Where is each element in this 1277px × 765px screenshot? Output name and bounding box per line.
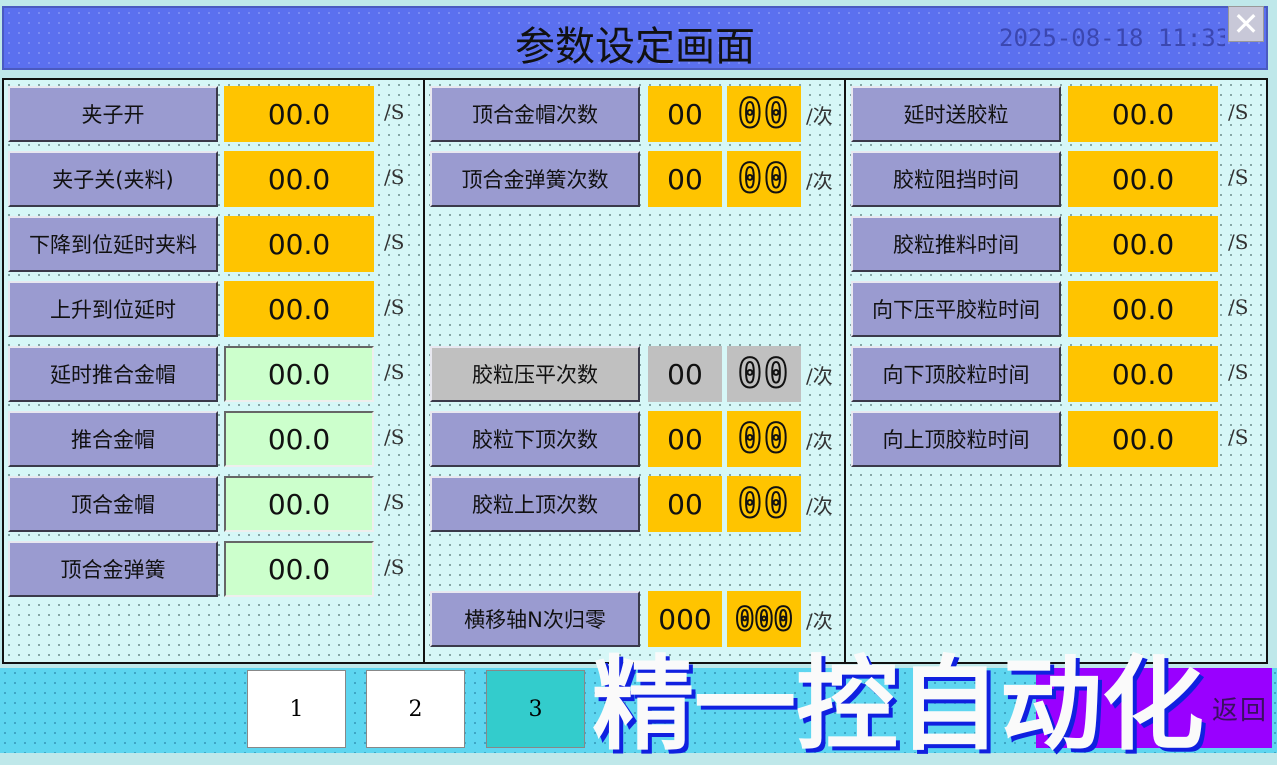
count-label: 胶粒上顶次数 — [430, 476, 640, 532]
param-value-input[interactable]: 00.0 — [1068, 86, 1218, 142]
param-label: 延时送胶粒 — [851, 86, 1061, 142]
unit-label: /S — [384, 425, 405, 449]
param-label: 顶合金帽 — [8, 476, 218, 532]
param-label: 向下顶胶粒时间 — [851, 346, 1061, 402]
param-value-input[interactable]: 00.0 — [1068, 346, 1218, 402]
unit-label: /次 — [806, 494, 833, 518]
middle-panel: 顶合金帽次数 00 00/次 顶合金弹簧次数 00 00/次 胶粒压平次数 00 00/次 胶粒下… — [423, 78, 846, 664]
param-value-input[interactable]: 00.0 — [224, 346, 374, 402]
param-label: 向下压平胶粒时间 — [851, 281, 1061, 337]
param-value-input[interactable]: 00.0 — [224, 281, 374, 337]
left-panel: 夹子开 00.0/S 夹子关(夹料) 00.0/S 下降到位延时夹料 00.0/S 上升到位… — [2, 78, 425, 664]
param-value-input[interactable]: 00.0 — [1068, 411, 1218, 467]
count-label: 横移轴N次归零 — [430, 591, 640, 648]
param-label: 推合金帽 — [8, 411, 218, 467]
unit-label: /S — [384, 165, 405, 189]
unit-label: /次 — [806, 104, 833, 128]
count-label: 顶合金帽次数 — [430, 86, 640, 142]
unit-label: /次 — [806, 429, 833, 453]
page-button-2[interactable]: 2 — [366, 670, 465, 748]
count-setting-input[interactable]: 00 — [648, 411, 722, 467]
param-label: 延时推合金帽 — [8, 346, 218, 402]
count-setting-input[interactable]: 00 — [648, 346, 722, 402]
param-value-input[interactable]: 00.0 — [224, 541, 374, 597]
param-value-input[interactable]: 00.0 — [224, 476, 374, 532]
count-display: 000 — [727, 591, 801, 648]
count-setting-input[interactable]: 00 — [648, 476, 722, 532]
unit-label: /S — [384, 100, 405, 124]
count-display: 00 — [727, 86, 801, 142]
param-value-input[interactable]: 00.0 — [1068, 151, 1218, 207]
param-value-input[interactable]: 00.0 — [224, 411, 374, 467]
param-label: 下降到位延时夹料 — [8, 216, 218, 272]
count-label: 顶合金弹簧次数 — [430, 151, 640, 207]
param-value-input[interactable]: 00.0 — [1068, 216, 1218, 272]
count-display: 00 — [727, 151, 801, 207]
close-icon[interactable]: ✕ — [1228, 6, 1264, 42]
param-label: 夹子关(夹料) — [8, 151, 218, 207]
unit-label: /S — [1228, 165, 1249, 189]
param-label: 向上顶胶粒时间 — [851, 411, 1061, 467]
param-value-input[interactable]: 00.0 — [224, 216, 374, 272]
param-value-input[interactable]: 00.0 — [224, 86, 374, 142]
unit-label: /S — [1228, 100, 1249, 124]
count-label: 胶粒下顶次数 — [430, 411, 640, 467]
param-label: 胶粒阻挡时间 — [851, 151, 1061, 207]
unit-label: /S — [1228, 360, 1249, 384]
count-label: 胶粒压平次数 — [430, 346, 640, 402]
count-setting-input[interactable]: 000 — [648, 591, 722, 648]
unit-label: /次 — [806, 609, 833, 634]
count-display: 00 — [727, 346, 801, 402]
param-value-input[interactable]: 00.0 — [1068, 281, 1218, 337]
unit-label: /S — [384, 295, 405, 319]
param-label: 顶合金弹簧 — [8, 541, 218, 597]
param-label: 胶粒推料时间 — [851, 216, 1061, 272]
param-label: 夹子开 — [8, 86, 218, 142]
unit-label: /次 — [806, 169, 833, 193]
param-value-input[interactable]: 00.0 — [224, 151, 374, 207]
footer: 1 2 3 返回 — [0, 668, 1277, 753]
count-setting-input[interactable]: 00 — [648, 151, 722, 207]
page-title: 参数设定画面 — [515, 24, 755, 70]
unit-label: /次 — [806, 364, 833, 388]
count-display: 00 — [727, 476, 801, 532]
right-panel: 延时送胶粒 00.0/S 胶粒阻挡时间 00.0/S 胶粒推料时间 00.0/S 向下压平胶… — [844, 78, 1268, 664]
title-bar: 参数设定画面 2025-08-18 11:33: — [2, 6, 1268, 70]
page-button-1[interactable]: 1 — [247, 670, 346, 748]
unit-label: /S — [384, 555, 405, 579]
page-button-3[interactable]: 3 — [486, 670, 585, 748]
count-setting-input[interactable]: 00 — [648, 86, 722, 142]
datetime: 2025-08-18 11:33: — [999, 24, 1225, 52]
unit-label: /S — [1228, 425, 1249, 449]
param-label: 上升到位延时 — [8, 281, 218, 337]
unit-label: /S — [384, 230, 405, 254]
back-button[interactable]: 返回 — [1036, 668, 1272, 748]
unit-label: /S — [1228, 230, 1249, 254]
unit-label: /S — [384, 490, 405, 514]
count-display: 00 — [727, 411, 801, 467]
unit-label: /S — [384, 360, 405, 384]
unit-label: /S — [1228, 295, 1249, 319]
